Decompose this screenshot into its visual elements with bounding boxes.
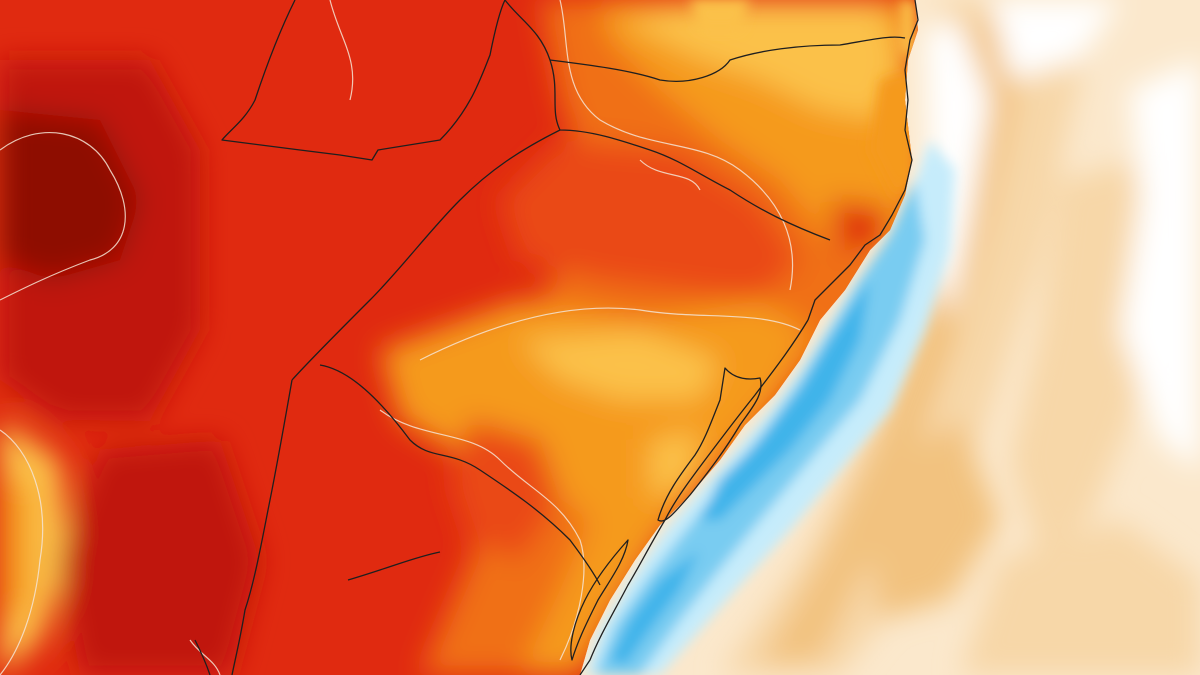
lagoa-mirim [570,539,629,661]
border-argentina-brazil [231,379,293,675]
border-uruguay-brazil [319,364,601,586]
cold-coastal-water [585,140,955,675]
border-parana-santa-catarina [504,0,831,241]
border-ms-pr [549,36,906,82]
lagoa-dos-patos [657,367,762,522]
border-paraguay-brazil [221,0,506,161]
isolines [0,0,801,675]
land-temperature-field [0,0,918,675]
political-borders [194,0,919,675]
border-coast-north [807,0,919,321]
border-santa-catarina-rio-grande [291,129,561,381]
river-uruguay [347,551,441,581]
river-south [194,639,211,675]
